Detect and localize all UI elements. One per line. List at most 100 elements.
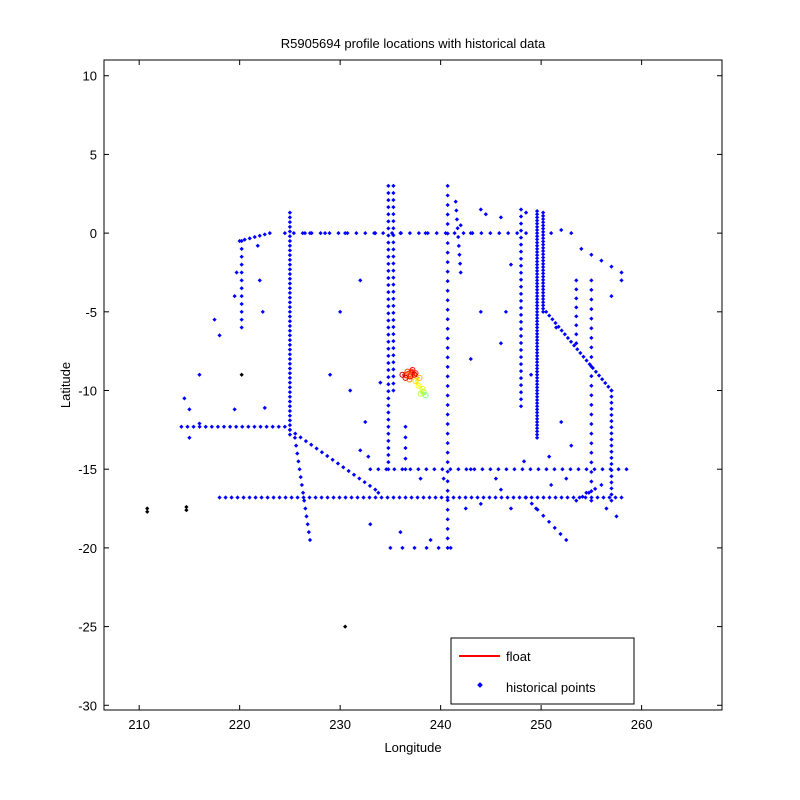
historical-point	[270, 424, 275, 429]
historical-point	[534, 300, 540, 305]
historical-point	[518, 333, 524, 339]
historical-point	[534, 400, 540, 406]
historical-point	[534, 369, 540, 374]
historical-point	[589, 383, 594, 388]
historical-point	[475, 495, 480, 500]
historical-point	[534, 224, 540, 229]
historical-point	[534, 372, 540, 377]
historical-point	[240, 424, 245, 429]
y-tick-label: -30	[78, 698, 97, 713]
historical-point	[445, 421, 450, 427]
historical-point	[424, 545, 429, 551]
historical-point	[379, 495, 384, 500]
historical-point	[541, 223, 546, 228]
historical-point	[386, 183, 391, 189]
historical-point	[469, 495, 474, 500]
historical-point	[541, 513, 546, 518]
historical-point	[237, 238, 242, 244]
historical-point	[301, 495, 306, 500]
historical-point	[464, 467, 469, 472]
historical-point	[386, 445, 391, 451]
historical-point	[391, 388, 396, 393]
historical-point	[373, 495, 378, 500]
historical-point	[600, 377, 605, 382]
historical-point	[445, 193, 450, 198]
historical-point	[239, 278, 244, 283]
historical-point	[479, 231, 484, 236]
historical-point	[541, 306, 546, 311]
historical-point	[589, 393, 594, 398]
historical-point	[403, 467, 408, 472]
historical-point	[246, 424, 251, 429]
historical-point	[534, 341, 540, 346]
historical-point	[541, 296, 546, 302]
historical-point	[593, 369, 599, 374]
historical-point	[271, 495, 276, 500]
historical-point	[534, 388, 540, 393]
x-axis-label: Longitude	[384, 740, 441, 755]
historical-point	[376, 490, 381, 495]
historical-point	[355, 495, 360, 500]
historical-point	[518, 383, 524, 388]
historical-point	[609, 412, 614, 418]
historical-point	[574, 305, 579, 310]
historical-point	[239, 301, 244, 307]
historical-point	[541, 248, 546, 254]
historical-point	[518, 221, 524, 226]
historical-point	[589, 345, 594, 350]
historical-point	[391, 212, 396, 217]
historical-point	[580, 494, 585, 499]
historical-point	[445, 307, 450, 312]
historical-point	[440, 467, 445, 472]
historical-point	[535, 495, 540, 500]
historical-point	[217, 495, 222, 500]
historical-point	[445, 298, 450, 303]
historical-point	[386, 417, 391, 422]
historical-point	[596, 373, 602, 378]
legend: float historical points	[450, 637, 635, 705]
historical-point	[518, 312, 524, 318]
historical-point	[391, 339, 396, 344]
historical-point	[584, 467, 589, 472]
historical-point	[145, 506, 150, 511]
historical-point	[559, 419, 564, 425]
historical-point	[391, 183, 396, 189]
historical-point	[589, 252, 594, 257]
historical-point	[592, 467, 597, 472]
historical-point	[239, 372, 244, 377]
historical-point	[287, 366, 293, 371]
historical-point	[209, 424, 214, 429]
historical-point	[287, 423, 293, 428]
historical-point	[518, 354, 524, 360]
historical-point	[427, 495, 432, 500]
historical-point	[445, 250, 450, 255]
historical-point	[600, 467, 605, 472]
historical-point	[367, 495, 372, 500]
historical-point	[441, 476, 446, 481]
historical-point	[541, 284, 546, 289]
historical-point	[445, 507, 450, 512]
historical-point	[287, 262, 293, 267]
historical-point	[458, 270, 463, 275]
historical-point	[287, 361, 293, 366]
historical-point	[547, 495, 552, 500]
historical-point	[318, 231, 323, 236]
historical-point	[534, 221, 540, 226]
historical-point	[292, 435, 298, 440]
historical-point	[616, 467, 621, 472]
legend-float-label: float	[506, 649, 531, 664]
historical-point	[609, 400, 614, 405]
historical-point	[445, 495, 450, 500]
historical-point	[262, 232, 267, 237]
historical-point	[358, 448, 363, 453]
historical-point	[593, 486, 598, 491]
historical-point	[343, 624, 348, 629]
historical-point	[287, 253, 293, 258]
historical-point	[386, 311, 391, 316]
historical-point	[386, 360, 391, 366]
historical-point	[361, 495, 366, 500]
historical-point	[589, 450, 594, 455]
historical-point	[287, 404, 293, 409]
historical-point	[287, 267, 293, 272]
